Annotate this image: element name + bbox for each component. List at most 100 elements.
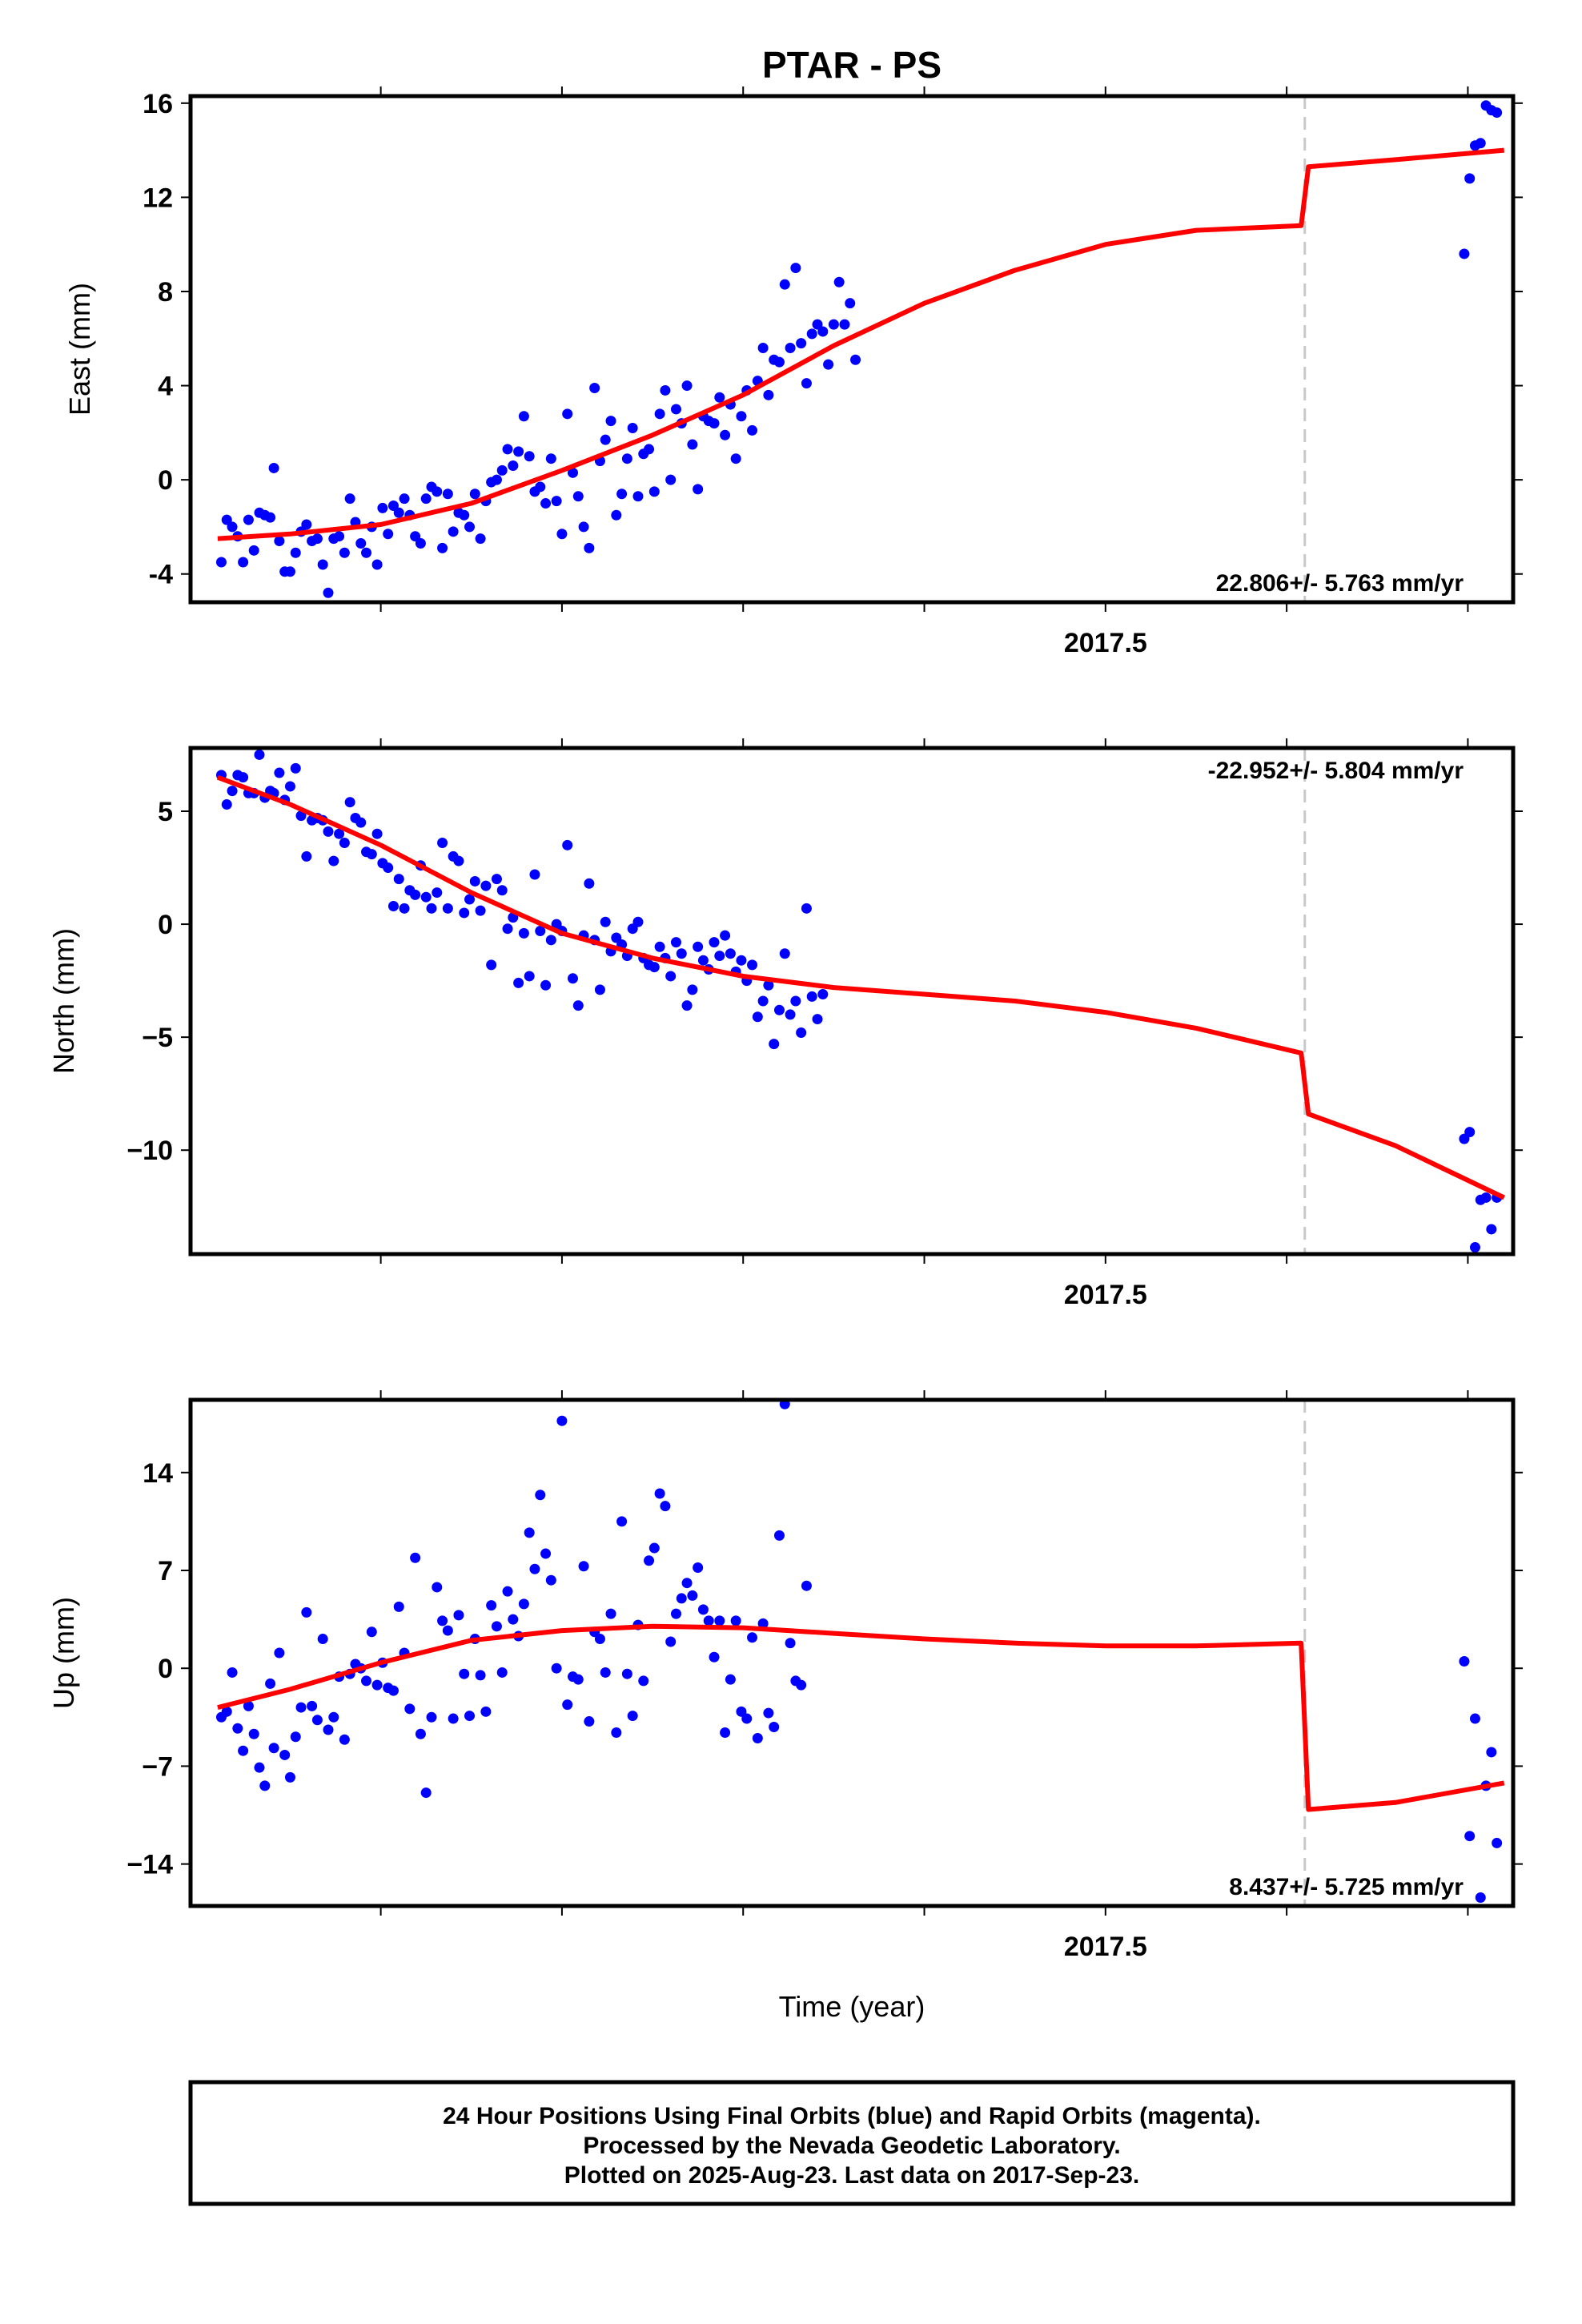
data-point — [442, 1625, 453, 1636]
data-point — [301, 519, 312, 530]
data-point — [616, 489, 628, 500]
data-point — [1475, 1892, 1486, 1904]
data-point — [785, 1638, 796, 1649]
y-tick-label: 16 — [143, 89, 173, 119]
data-point — [720, 429, 731, 440]
data-point — [697, 1604, 709, 1615]
data-point — [432, 486, 443, 497]
data-point — [806, 328, 817, 340]
data-point — [627, 422, 638, 433]
y-axis-label: Up (mm) — [47, 1597, 80, 1709]
data-point — [730, 1615, 741, 1626]
data-point — [355, 817, 367, 828]
data-point — [779, 948, 790, 959]
data-point — [453, 855, 464, 866]
data-point — [274, 1647, 285, 1659]
data-point — [665, 1636, 677, 1647]
data-point — [812, 319, 823, 330]
y-tick-label: 7 — [158, 1556, 173, 1586]
data-point — [763, 979, 774, 991]
data-point — [562, 1699, 573, 1711]
footer-line-1: 24 Hour Positions Using Final Orbits (bl… — [443, 2103, 1261, 2129]
data-point — [796, 1027, 807, 1038]
data-point — [290, 762, 301, 774]
data-point — [1480, 1192, 1492, 1203]
data-point — [496, 464, 508, 476]
data-point — [703, 1615, 714, 1626]
data-point — [393, 874, 404, 885]
data-point — [551, 496, 562, 507]
data-point — [295, 810, 307, 822]
data-point — [535, 926, 546, 937]
data-point — [1486, 1224, 1497, 1235]
data-point — [535, 1490, 546, 1501]
data-point — [681, 380, 693, 392]
data-point — [387, 500, 399, 511]
data-point — [540, 498, 552, 509]
data-point — [644, 1555, 655, 1566]
data-point — [486, 1600, 497, 1611]
data-point — [812, 1014, 823, 1025]
data-point — [654, 408, 665, 420]
data-point — [801, 903, 812, 914]
data-point — [747, 424, 758, 436]
model-line — [216, 774, 1505, 1200]
y-axis-label: North (mm) — [47, 928, 80, 1074]
data-point — [763, 389, 774, 400]
data-point — [317, 1634, 328, 1645]
y-tick-label: 12 — [143, 183, 173, 213]
data-point — [371, 828, 383, 839]
data-point — [801, 378, 812, 389]
rate-label: -22.952+/- 5.804 mm/yr — [1208, 758, 1464, 784]
data-point — [410, 1552, 421, 1563]
data-point — [757, 1618, 769, 1629]
data-point — [1469, 1713, 1480, 1724]
data-point — [469, 489, 480, 500]
data-point — [757, 343, 769, 354]
data-point — [274, 536, 285, 547]
data-point — [1492, 107, 1503, 119]
data-point — [448, 1713, 459, 1724]
data-point — [268, 1743, 279, 1754]
data-point — [459, 907, 470, 919]
data-point — [393, 1601, 404, 1612]
y-tick-label: −5 — [142, 1023, 173, 1053]
data-point — [572, 1674, 584, 1685]
data-point — [361, 1675, 372, 1687]
data-point — [747, 959, 758, 971]
data-point — [627, 1711, 638, 1722]
data-point — [632, 916, 644, 927]
data-point — [660, 384, 671, 396]
data-point — [785, 343, 796, 354]
data-point — [714, 1615, 725, 1626]
data-point — [361, 547, 372, 558]
data-point — [687, 984, 698, 995]
data-point — [605, 416, 616, 427]
data-point — [681, 1578, 693, 1589]
chart-title: PTAR - PS — [762, 44, 942, 86]
data-point — [227, 1667, 238, 1678]
x-tick-label: 2017.5 — [1064, 628, 1147, 658]
data-point — [437, 1615, 448, 1626]
data-point — [420, 891, 432, 903]
data-point — [773, 356, 785, 368]
data-point — [654, 1488, 665, 1499]
data-point — [769, 1722, 780, 1733]
model-line — [217, 1623, 1505, 1812]
data-point — [339, 1734, 350, 1745]
data-point — [1486, 1747, 1497, 1758]
data-point — [709, 1651, 720, 1663]
data-point — [1459, 1655, 1470, 1667]
data-point — [513, 977, 524, 988]
data-point — [773, 1530, 785, 1541]
data-point — [377, 502, 388, 513]
data-point — [687, 439, 698, 450]
data-point — [344, 797, 355, 808]
data-point — [420, 493, 432, 505]
data-point — [290, 547, 301, 558]
data-point — [839, 319, 850, 330]
data-point — [453, 1610, 464, 1621]
data-point — [328, 855, 339, 866]
data-point — [578, 1561, 589, 1572]
data-point — [529, 1563, 540, 1574]
